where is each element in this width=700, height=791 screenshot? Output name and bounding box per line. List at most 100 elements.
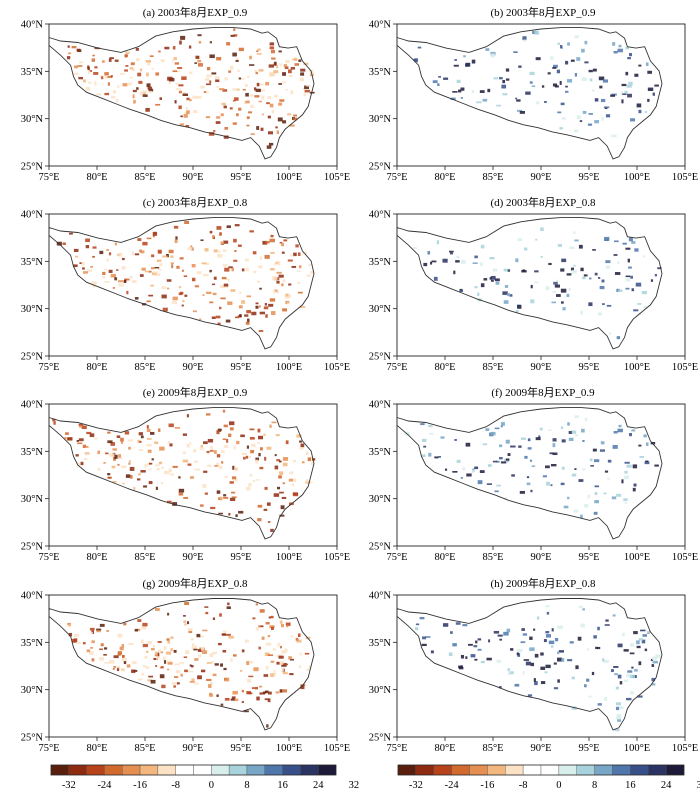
plateau-boundary <box>396 598 663 731</box>
colorbar-tick-label: -24 <box>445 780 460 791</box>
colorbar-tick-label: 16 <box>625 780 636 791</box>
colorbar-swatch <box>594 764 613 776</box>
lat-tick-label: 25°N <box>369 542 392 553</box>
lon-tick-label: 105°E <box>672 362 698 373</box>
lon-tick-label: 75°E <box>386 172 407 183</box>
lat-tick-label: 35°N <box>369 67 392 78</box>
lon-tick-label: 90°E <box>182 362 203 373</box>
lon-tick-label: 105°E <box>324 552 350 563</box>
lat-tick-label: 35°N <box>21 447 44 458</box>
lon-tick-label: 90°E <box>530 172 551 183</box>
colorbar-tick-label: 16 <box>277 780 288 791</box>
lon-tick-label: 85°E <box>482 172 503 183</box>
map-panel-h: (h) 2009年8月EXP_0.8 75°E 80°E 85°E 90°E 95°E 10… <box>369 576 698 754</box>
colorbar-tick-label: 0 <box>556 780 561 791</box>
plateau-boundary <box>48 27 315 160</box>
lon-tick-label: 95°E <box>230 552 251 563</box>
lat-tick-label: 40°N <box>369 591 392 602</box>
lon-tick-label: 95°E <box>230 362 251 373</box>
plateau-boundary <box>396 407 663 540</box>
colorbar-swatch <box>68 764 87 776</box>
map-panel-b: (b) 2003年8月EXP_0.9 75°E 80°E 85°E 90°E 95°E 10… <box>369 5 698 183</box>
colorbar-swatch <box>264 764 283 776</box>
colorbar-tick-label: 24 <box>661 780 672 791</box>
colorbar-swatch <box>469 764 488 776</box>
lon-tick-label: 85°E <box>134 552 155 563</box>
lon-tick-label: 90°E <box>182 552 203 563</box>
colorbar-tick-label: -16 <box>480 780 494 791</box>
colorbar-swatch <box>415 764 434 776</box>
colorbar-swatch <box>630 764 649 776</box>
colorbar-swatch <box>317 764 337 776</box>
lon-tick-label: 90°E <box>530 743 551 754</box>
lat-tick-label: 25°N <box>369 733 392 744</box>
anomaly-field <box>56 220 314 332</box>
lon-tick-label: 95°E <box>578 552 599 563</box>
lon-tick-label: 90°E <box>530 552 551 563</box>
colorbar-swatch <box>86 764 105 776</box>
colorbar-swatch <box>505 764 524 776</box>
colorbar-tick-label: 8 <box>244 780 249 791</box>
lat-tick-label: 30°N <box>369 494 392 505</box>
colorbar-swatch <box>246 764 265 776</box>
colorbar-swatch <box>558 764 577 776</box>
colorbar-swatch <box>282 764 301 776</box>
colorbar-tick-label: -32 <box>62 780 76 791</box>
anomaly-field <box>52 409 316 532</box>
lon-tick-label: 85°E <box>134 172 155 183</box>
lon-tick-label: 75°E <box>38 172 59 183</box>
lat-tick-label: 40°N <box>21 591 44 602</box>
map-frame <box>48 213 338 357</box>
panel-title-b: (b) 2003年8月EXP_0.9 <box>490 5 596 19</box>
colorbar-tick-label: 0 <box>209 780 214 791</box>
lon-tick-label: 105°E <box>672 552 698 563</box>
colorbar-tick-label: 24 <box>313 780 324 791</box>
lon-tick-label: 90°E <box>182 743 203 754</box>
lat-tick-label: 40°N <box>369 20 392 31</box>
lat-tick-label: 35°N <box>369 638 392 649</box>
panel-title-d: (d) 2003年8月EXP_0.8 <box>490 195 596 209</box>
colorbar-swatch <box>522 764 542 776</box>
lon-tick-label: 100°E <box>624 743 650 754</box>
lat-tick-label: 25°N <box>21 542 44 553</box>
lon-tick-label: 100°E <box>276 362 302 373</box>
lon-tick-label: 90°E <box>182 172 203 183</box>
lat-tick-label: 25°N <box>21 162 44 173</box>
lon-tick-label: 75°E <box>38 552 59 563</box>
lon-tick-label: 95°E <box>578 172 599 183</box>
lat-tick-label: 40°N <box>369 210 392 221</box>
lon-tick-label: 100°E <box>624 362 650 373</box>
colorbar-tick-label: -16 <box>133 780 147 791</box>
anomaly-field <box>404 415 659 519</box>
colorbar-swatch <box>175 764 194 776</box>
lat-tick-label: 40°N <box>21 400 44 411</box>
lat-tick-label: 35°N <box>369 447 392 458</box>
map-frame <box>396 403 686 547</box>
anomaly-field <box>413 227 662 340</box>
lat-tick-label: 40°N <box>21 210 44 221</box>
map-frame <box>48 403 338 547</box>
panel-title-a: (a) 2003年8月EXP_0.9 <box>143 5 248 19</box>
lon-tick-label: 100°E <box>276 743 302 754</box>
plateau-boundary <box>48 598 315 731</box>
map-frame <box>48 23 338 167</box>
lon-tick-label: 105°E <box>672 172 698 183</box>
lat-tick-label: 40°N <box>369 400 392 411</box>
lat-tick-label: 30°N <box>369 304 392 315</box>
plateau-boundary <box>48 407 315 540</box>
lon-tick-label: 80°E <box>434 172 455 183</box>
lon-tick-label: 75°E <box>386 362 407 373</box>
lon-tick-label: 80°E <box>86 552 107 563</box>
lon-tick-label: 75°E <box>38 743 59 754</box>
lat-tick-label: 30°N <box>21 114 44 125</box>
colorbar-swatch <box>157 764 176 776</box>
colorbar-tick-label: 8 <box>592 780 597 791</box>
lon-tick-label: 95°E <box>230 172 251 183</box>
lat-tick-label: 25°N <box>21 733 44 744</box>
panel-title-g: (g) 2009年8月EXP_0.8 <box>142 576 248 590</box>
lon-tick-label: 80°E <box>86 172 107 183</box>
lat-tick-label: 30°N <box>369 114 392 125</box>
colorbar-swatch <box>433 764 452 776</box>
colorbar-swatch <box>193 764 212 776</box>
